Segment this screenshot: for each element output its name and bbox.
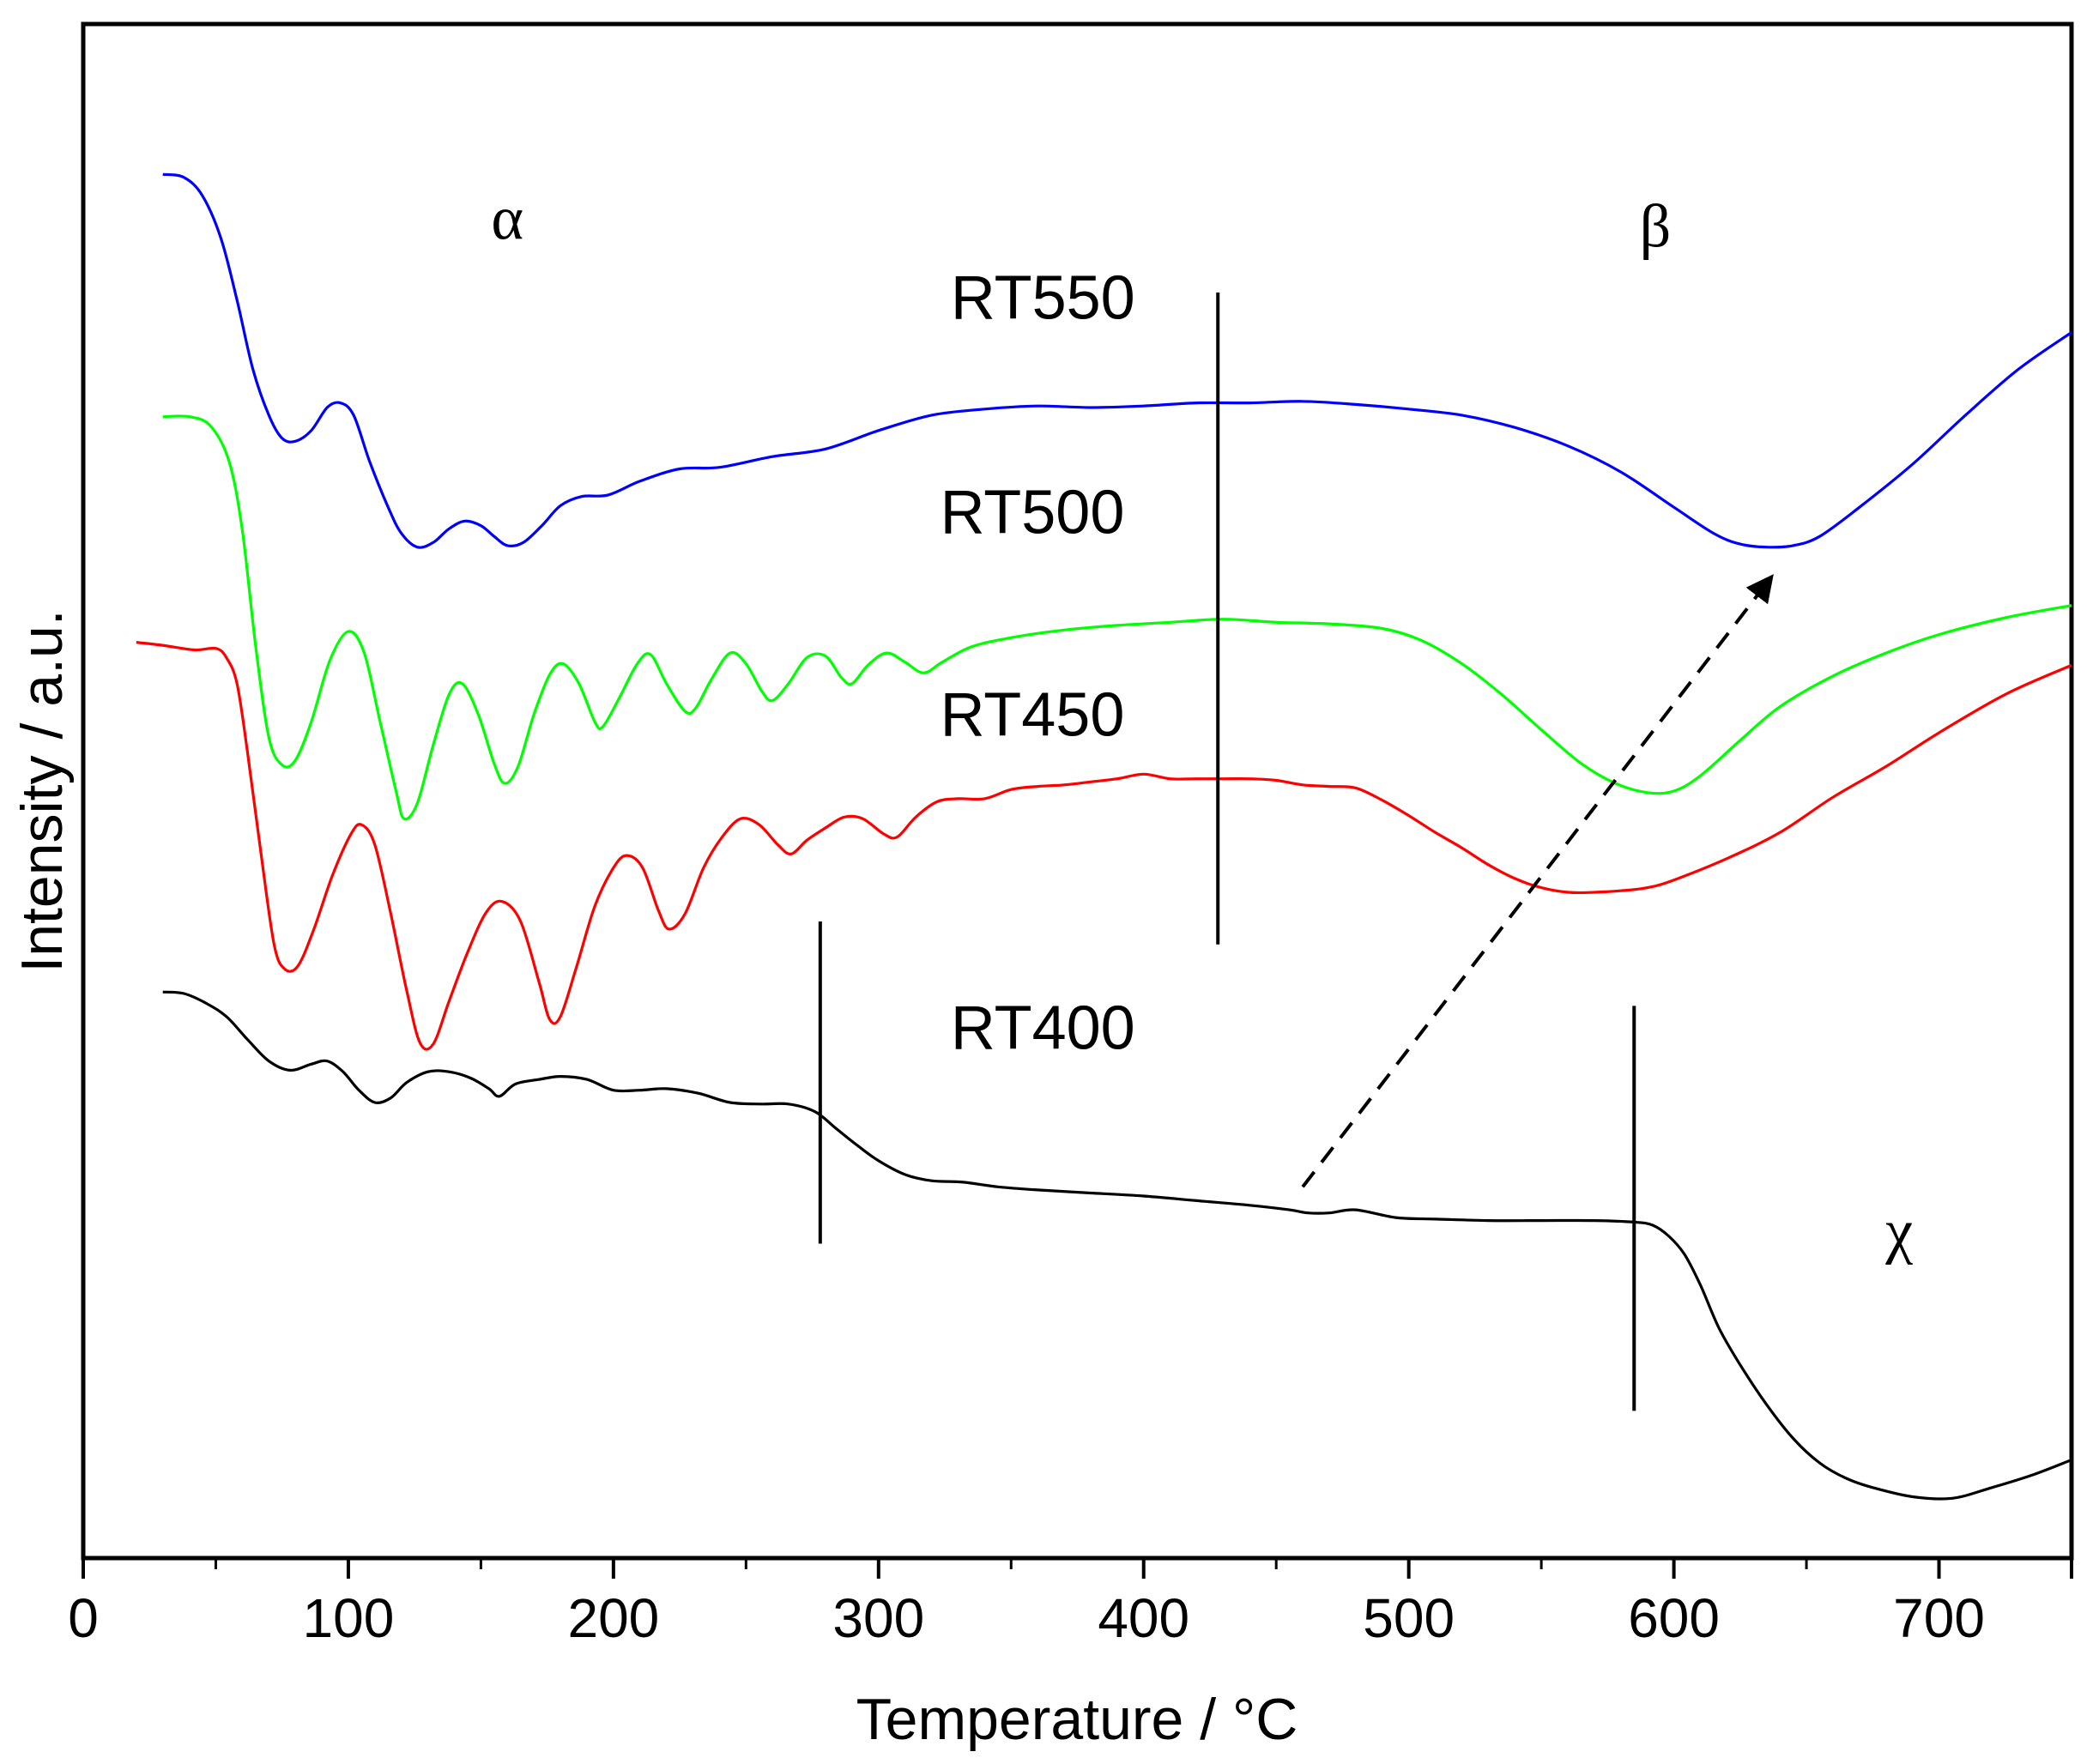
x-axis-title: Temperature / °C [856, 1687, 1298, 1752]
x-tick-label-500: 500 [1363, 1587, 1455, 1649]
y-axis-title: Intensity / a.u. [9, 609, 75, 972]
x-tick-label-700: 700 [1893, 1587, 1985, 1649]
annotation-layer: RT550 RT500 RT450 RT400 α β χ [491, 184, 1913, 1265]
series-line-rt550 [162, 172, 2072, 549]
plot-frame [81, 21, 2074, 1561]
region-label-alpha: α [491, 184, 523, 252]
series-line-rt400 [162, 990, 2072, 1501]
region-label-chi: χ [1884, 1196, 1913, 1265]
dashed-arrow [1301, 574, 1774, 1188]
x-tick-label-300: 300 [832, 1587, 924, 1649]
x-tick-label-400: 400 [1098, 1587, 1189, 1649]
series-line-rt450 [136, 641, 2072, 1051]
region-label-beta: β [1640, 191, 1672, 260]
series-label-rt500: RT500 [941, 479, 1125, 547]
x-axis-ticks: 0 100 200 300 400 500 600 700 [68, 1558, 2073, 1649]
series-line-rt500 [162, 414, 2072, 821]
x-tick-label-200: 200 [567, 1587, 659, 1649]
series-label-rt400: RT400 [951, 994, 1135, 1062]
x-tick-label-600: 600 [1628, 1587, 1720, 1649]
x-tick-label-100: 100 [303, 1587, 395, 1649]
series-label-rt450: RT450 [941, 681, 1125, 750]
series-label-rt550: RT550 [951, 263, 1135, 332]
marker-layer [818, 292, 1774, 1411]
series-layer [136, 172, 2072, 1501]
x-tick-label-0: 0 [68, 1587, 99, 1649]
